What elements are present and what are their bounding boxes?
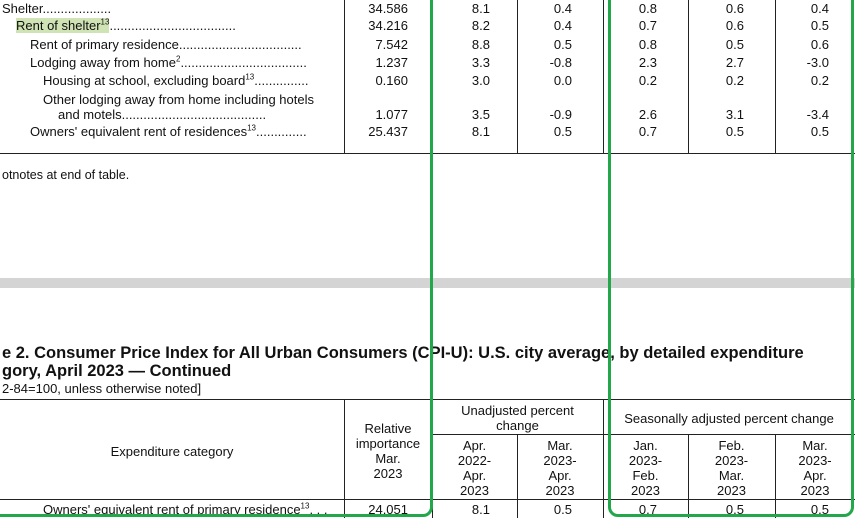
relative-importance: 34.216 [368,18,408,33]
column-rule [517,0,518,153]
unadjusted-1mo: -0.8 [549,55,572,70]
seasonal-mar-apr: 0.5 [810,18,829,33]
column-rule [603,399,604,518]
row-label: Lodging away from home2.................… [30,55,307,70]
seasonal-mar-apr: -3.4 [806,107,829,122]
table-subtitle: 2-84=100, unless otherwise noted] [2,381,202,396]
unadjusted-1mo: 0.5 [553,124,572,139]
seasonal-mar-apr: 0.5 [810,502,829,517]
header-ua-col-1: Apr. 2022- Apr. 2023 [457,438,492,498]
seasonal-jan-feb: 0.8 [638,1,657,16]
column-rule [775,434,776,518]
header-sa-col-1: Jan. 2023- Feb. 2023 [628,438,663,498]
table-row: Owners' equivalent rent of primary resid… [0,502,855,520]
unadjusted-1mo: 0.5 [553,37,572,52]
row-label: Shelter................... [2,1,112,16]
table-row: Rent of primary residence...............… [0,37,855,55]
row-label-line2: and motels..............................… [58,107,267,122]
column-rule [688,0,689,153]
table-title-line1: e 2. Consumer Price Index for All Urban … [2,344,804,362]
seasonal-mar-apr: 0.4 [810,1,829,16]
unadjusted-12mo: 8.1 [471,502,490,517]
unadjusted-12mo: 3.0 [471,73,490,88]
unadjusted-12mo: 3.3 [471,55,490,70]
unadjusted-1mo: 0.5 [553,502,572,517]
header-sa-col-3: Mar. 2023- Apr. 2023 [798,438,832,498]
unadjusted-12mo: 8.8 [471,37,490,52]
table-row: Owners' equivalent rent of residences13.… [0,124,855,142]
column-rule [517,434,518,518]
unadjusted-1mo: 0.0 [553,73,572,88]
header-ua-col-2: Mar. 2023- Apr. 2023 [543,438,577,498]
table-bottom-rule [0,153,855,154]
row-label-line1: Other lodging away from home including h… [43,92,314,107]
table-row: Housing at school, excluding board13....… [0,73,855,91]
seasonal-feb-mar: 0.2 [725,73,744,88]
seasonal-jan-feb: 2.6 [638,107,657,122]
relative-importance: 25.437 [368,124,408,139]
row-label: Rent of primary residence...............… [30,37,302,52]
row-label: Housing at school, excluding board13....… [43,73,309,88]
column-rule [344,0,345,153]
seasonal-jan-feb: 0.7 [638,124,657,139]
header-top-rule [0,399,855,400]
unadjusted-12mo: 8.1 [471,124,490,139]
highlight-box-left [0,0,433,517]
relative-importance: 0.160 [375,73,408,88]
group-header-rule [432,434,855,435]
seasonal-feb-mar: 3.1 [725,107,744,122]
unadjusted-12mo: 8.2 [471,18,490,33]
seasonal-mar-apr: 0.6 [810,37,829,52]
page-separator [0,278,855,288]
unadjusted-12mo: 8.1 [471,1,490,16]
seasonal-jan-feb: 0.2 [638,73,657,88]
relative-importance: 7.542 [375,37,408,52]
unadjusted-1mo: 0.4 [553,1,572,16]
seasonal-mar-apr: 0.2 [810,73,829,88]
table-title-line2: gory, April 2023 — Continued [2,362,232,380]
seasonal-feb-mar: 0.6 [725,18,744,33]
column-rule [688,434,689,518]
header-bottom-rule [0,499,855,500]
table-row: Lodging away from home2.................… [0,55,855,73]
unadjusted-12mo: 3.5 [471,107,490,122]
selected-text[interactable]: Rent of shelter13 [16,18,110,33]
relative-importance: 1.077 [375,107,408,122]
unadjusted-1mo: -0.9 [549,107,572,122]
seasonal-feb-mar: 2.7 [725,55,744,70]
seasonal-mar-apr: -3.0 [806,55,829,70]
unadjusted-1mo: 0.4 [553,18,572,33]
seasonal-feb-mar: 0.5 [725,124,744,139]
row-label: Rent of shelter13.......................… [16,18,236,33]
highlight-box-right [608,0,854,517]
footnote-reference: otnotes at end of table. [2,168,130,182]
column-rule [344,399,345,518]
header-unadjusted: Unadjusted percent change [461,403,574,433]
seasonal-jan-feb: 2.3 [638,55,657,70]
relative-importance: 24.051 [368,502,408,517]
row-label: Owners' equivalent rent of primary resid… [43,502,328,517]
column-rule [603,0,604,153]
header-expenditure-category: Expenditure category [110,444,234,459]
column-rule [775,0,776,153]
relative-importance: 1.237 [375,55,408,70]
seasonal-jan-feb: 0.7 [638,18,657,33]
row-label: Owners' equivalent rent of residences13.… [30,124,307,139]
relative-importance: 34.586 [368,1,408,16]
table-row: Other lodging away from home including h… [0,92,855,128]
seasonal-feb-mar: 0.5 [725,502,744,517]
header-seasonally-adjusted: Seasonally adjusted percent change [624,411,834,426]
header-relative-importance: Relative importance Mar. 2023 [355,421,421,481]
seasonal-feb-mar: 0.5 [725,37,744,52]
table-row: Rent of shelter13.......................… [0,18,855,36]
table-row: Shelter................... 34.586 8.1 0.… [0,1,855,19]
seasonal-feb-mar: 0.6 [725,1,744,16]
header-sa-col-2: Feb. 2023- Mar. 2023 [714,438,749,498]
seasonal-mar-apr: 0.5 [810,124,829,139]
seasonal-jan-feb: 0.8 [638,37,657,52]
seasonal-jan-feb: 0.7 [638,502,657,517]
